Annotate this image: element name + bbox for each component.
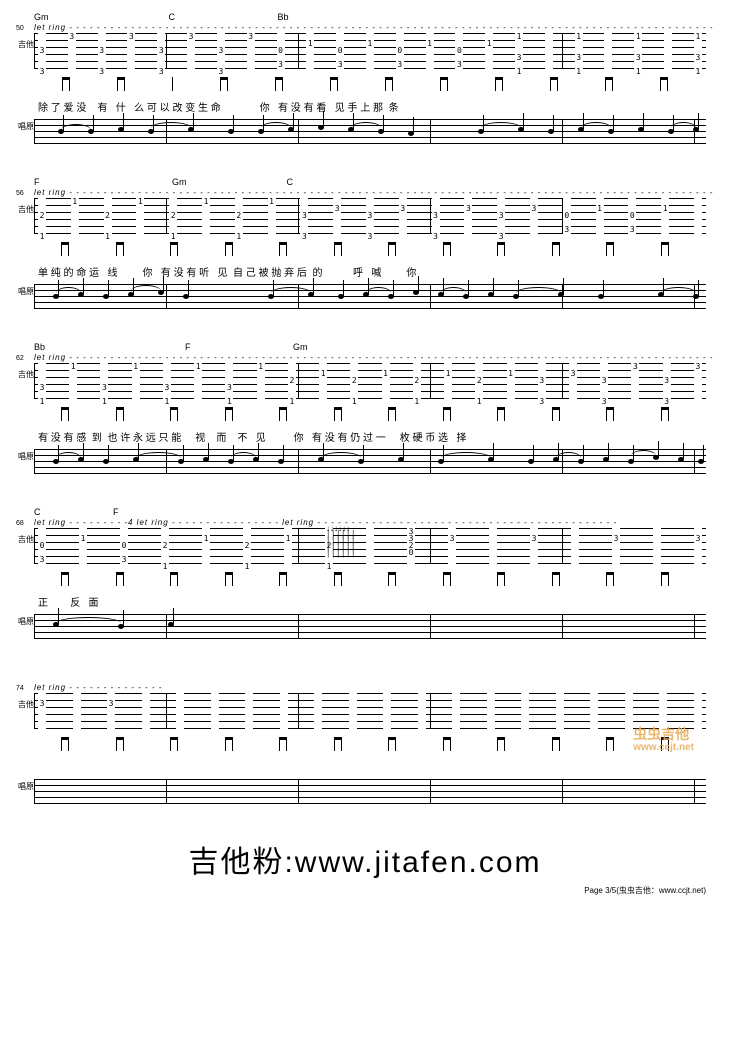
chord-row: Gm C Bb bbox=[16, 12, 714, 22]
notation-staff: 唱原虫虫吉他www.ccjt.net bbox=[16, 775, 714, 809]
let-ring-marking: let ring - - - - - - - - - - - - - - - -… bbox=[16, 188, 714, 197]
tab-staff-label: 吉他 bbox=[18, 206, 34, 214]
let-ring-marking: let ring - - - - - - - - - - - - - - - -… bbox=[16, 353, 714, 362]
measure-number: 74 bbox=[16, 685, 24, 692]
sheet-music-page: Gm C Bblet ring - - - - - - - - - - - - … bbox=[16, 12, 714, 896]
tab-staff: 68吉他031032112112133203333↓↓↓↓↓↓│││││││││… bbox=[16, 528, 714, 570]
notation-staff-label: 唱原 bbox=[18, 453, 34, 461]
chord-row: Bb F Gm bbox=[16, 342, 714, 352]
system-4: C Flet ring - - - - - - - - -4 let ring … bbox=[16, 507, 714, 644]
measure-number: 50 bbox=[16, 25, 24, 32]
measure-number: 62 bbox=[16, 355, 24, 362]
rhythm-notation bbox=[16, 572, 714, 588]
notation-staff-label: 唱原 bbox=[18, 618, 34, 626]
chord-names: F Gm C bbox=[34, 177, 293, 187]
lyrics: 单 纯 的 命 运 线 你 有 没 有 听 见 自 己 被 抛 弃 后 的 呼 … bbox=[16, 264, 714, 278]
lyrics: 正 反 面 bbox=[16, 594, 714, 608]
let-ring-marking: let ring - - - - - - - - - - - - - - - -… bbox=[16, 23, 714, 32]
lyrics bbox=[16, 759, 714, 773]
tab-fret-numbers: 311311311311211211211211333333333 bbox=[38, 363, 702, 405]
measure-number: 56 bbox=[16, 190, 24, 197]
chord-names: Bb F Gm bbox=[34, 342, 308, 352]
chord-row: C F bbox=[16, 507, 714, 517]
chord-row: F Gm C bbox=[16, 177, 714, 187]
lyrics: 有 没 有 感 到 也 许 永 远 只 能 视 而 不 见 你 有 没 有 仍 … bbox=[16, 429, 714, 443]
chord-names: Gm C Bb bbox=[34, 12, 289, 22]
lyrics: 除 了 爱 没 有 什 么 可 以 改 变 生 命 你 有 没 有 看 见 手 … bbox=[16, 99, 714, 113]
tab-staff: 62吉他311311311311211211211211333333333 bbox=[16, 363, 714, 405]
tab-fret-numbers: 333333333333031031031031131131131131 bbox=[38, 33, 702, 75]
system-2: F Gm Clet ring - - - - - - - - - - - - -… bbox=[16, 177, 714, 314]
tab-staff-label: 吉他 bbox=[18, 536, 34, 544]
let-ring-marking: let ring - - - - - - - - -4 let ring - -… bbox=[16, 518, 714, 527]
notation-staff: 唱原 bbox=[16, 610, 714, 644]
footer-brand: 吉他粉:www.jitafen.com bbox=[16, 837, 714, 881]
tab-staff-label: 吉他 bbox=[18, 371, 34, 379]
notation-staff-label: 唱原 bbox=[18, 123, 34, 131]
page-footer: Page 3/5(虫虫吉他：www.ccjt.net) bbox=[16, 885, 714, 896]
let-ring-marking: let ring - - - - - - - - - - - - - - bbox=[16, 683, 714, 692]
measure-number: 68 bbox=[16, 520, 24, 527]
notation-staff: 唱原 bbox=[16, 280, 714, 314]
watermark-title: 虫虫吉他 bbox=[633, 727, 694, 742]
notation-staff: 唱原 bbox=[16, 115, 714, 149]
tab-staff: 56吉他211211211211333333333333031031 bbox=[16, 198, 714, 240]
rhythm-notation bbox=[16, 242, 714, 258]
notation-staff: 唱原 bbox=[16, 445, 714, 479]
tab-staff-label: 吉他 bbox=[18, 41, 34, 49]
tab-fret-numbers: 211211211211333333333333031031 bbox=[38, 198, 702, 240]
tab-staff: 50吉他333333333333031031031031131131131131 bbox=[16, 33, 714, 75]
notation-staff-label: 唱原 bbox=[18, 783, 34, 791]
rhythm-notation bbox=[16, 737, 714, 753]
system-5: let ring - - - - - - - - - - - - - -74 吉他… bbox=[16, 672, 714, 809]
tab-fret-numbers: 33 bbox=[38, 693, 702, 735]
system-3: Bb F Gmlet ring - - - - - - - - - - - - … bbox=[16, 342, 714, 479]
rhythm-notation bbox=[16, 407, 714, 423]
tab-staff: 74吉他33 bbox=[16, 693, 714, 735]
notation-staff-label: 唱原 bbox=[18, 288, 34, 296]
rhythm-notation bbox=[16, 77, 714, 93]
chord-row bbox=[16, 672, 714, 682]
watermark: 虫虫吉他www.ccjt.net bbox=[633, 727, 694, 753]
watermark-url: www.ccjt.net bbox=[633, 742, 694, 753]
tab-fret-numbers: 031032112112133203333 bbox=[38, 528, 702, 570]
tab-staff-label: 吉他 bbox=[18, 701, 34, 709]
chord-names: C F bbox=[34, 507, 119, 517]
system-1: Gm C Bblet ring - - - - - - - - - - - - … bbox=[16, 12, 714, 149]
